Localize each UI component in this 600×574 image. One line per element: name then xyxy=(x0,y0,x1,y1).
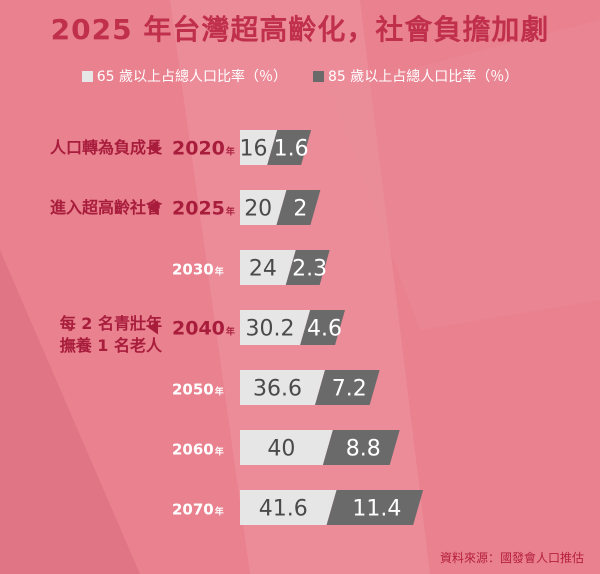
legend-item-65: 65 歲以上占總人口比率（％） xyxy=(81,66,287,86)
bar-85-2020 xyxy=(267,130,312,165)
highlight-arrow-2020 xyxy=(148,140,158,155)
legend-swatch-85 xyxy=(313,70,324,82)
year-label-2030: 2030年 xyxy=(172,261,224,279)
note-2020: 人口轉為負成長 xyxy=(0,137,162,159)
bar-85-2025 xyxy=(276,190,321,225)
note-2040: 每 2 名青壯年 撫養 1 名老人 xyxy=(0,313,162,357)
note-2025: 進入超高齡社會 xyxy=(0,197,162,219)
value-label-65-2020: 16 xyxy=(240,137,268,162)
note-2040-line-1: 每 2 名青壯年 xyxy=(59,314,162,333)
value-label-85-2070: 11.4 xyxy=(352,497,401,522)
year-label-2040: 2040年 xyxy=(172,318,235,340)
bar-65-2020 xyxy=(240,130,278,165)
year-label-2060: 2060年 xyxy=(172,441,224,459)
legend-label-85: 85 歲以上占總人口比率（％） xyxy=(328,69,519,85)
source-note: 資料來源：國發會人口推估 xyxy=(439,551,584,565)
bar-65-2025 xyxy=(240,190,287,225)
legend-item-85: 85 歲以上占總人口比率（％） xyxy=(313,66,518,86)
year-label-2050: 2050年 xyxy=(172,381,224,399)
value-label-85-2025: 2 xyxy=(293,197,307,222)
value-label-85-2060: 8.8 xyxy=(346,437,381,462)
bar-65-2050 xyxy=(240,370,325,405)
value-label-65-2050: 36.6 xyxy=(253,377,302,402)
value-label-65-2025: 20 xyxy=(244,197,272,222)
bar-85-2050 xyxy=(314,370,380,405)
value-label-85-2040: 4.6 xyxy=(307,317,342,342)
bar-65-2070 xyxy=(240,490,337,525)
year-label-2025: 2025年 xyxy=(172,198,235,220)
value-label-65-2040: 30.2 xyxy=(246,317,295,342)
value-label-85-2050: 7.2 xyxy=(332,377,367,402)
bar-85-2030 xyxy=(285,250,330,285)
year-label-2020: 2020年 xyxy=(172,138,235,160)
value-label-65-2060: 40 xyxy=(267,437,295,462)
value-label-65-2070: 41.6 xyxy=(259,497,308,522)
chart-title: 2025 年台灣超高齡化，社會負擔加劇 xyxy=(50,13,550,46)
note-2040-line-2: 撫養 1 名老人 xyxy=(59,336,162,355)
highlight-arrow-2025 xyxy=(148,200,158,215)
value-label-65-2030: 24 xyxy=(249,257,277,282)
value-label-85-2030: 2.3 xyxy=(292,257,327,282)
year-label-2070: 2070年 xyxy=(172,501,224,519)
bar-65-2030 xyxy=(240,250,296,285)
bar-85-2040 xyxy=(300,310,346,345)
highlight-arrow-2040 xyxy=(148,320,158,335)
bar-85-2060 xyxy=(322,430,400,465)
note-2025-line-1: 進入超高齡社會 xyxy=(49,198,162,217)
value-label-85-2020: 1.6 xyxy=(274,137,309,162)
note-2020-line-1: 人口轉為負成長 xyxy=(49,138,162,157)
legend-swatch-65 xyxy=(81,70,93,82)
bar-85-2070 xyxy=(326,490,424,525)
chart-legend: 65 歲以上占總人口比率（％） 85 歲以上占總人口比率（％） xyxy=(0,66,600,86)
legend-label-65: 65 歲以上占總人口比率（％） xyxy=(96,69,287,85)
bar-65-2060 xyxy=(240,430,333,465)
bar-65-2040 xyxy=(240,310,311,345)
